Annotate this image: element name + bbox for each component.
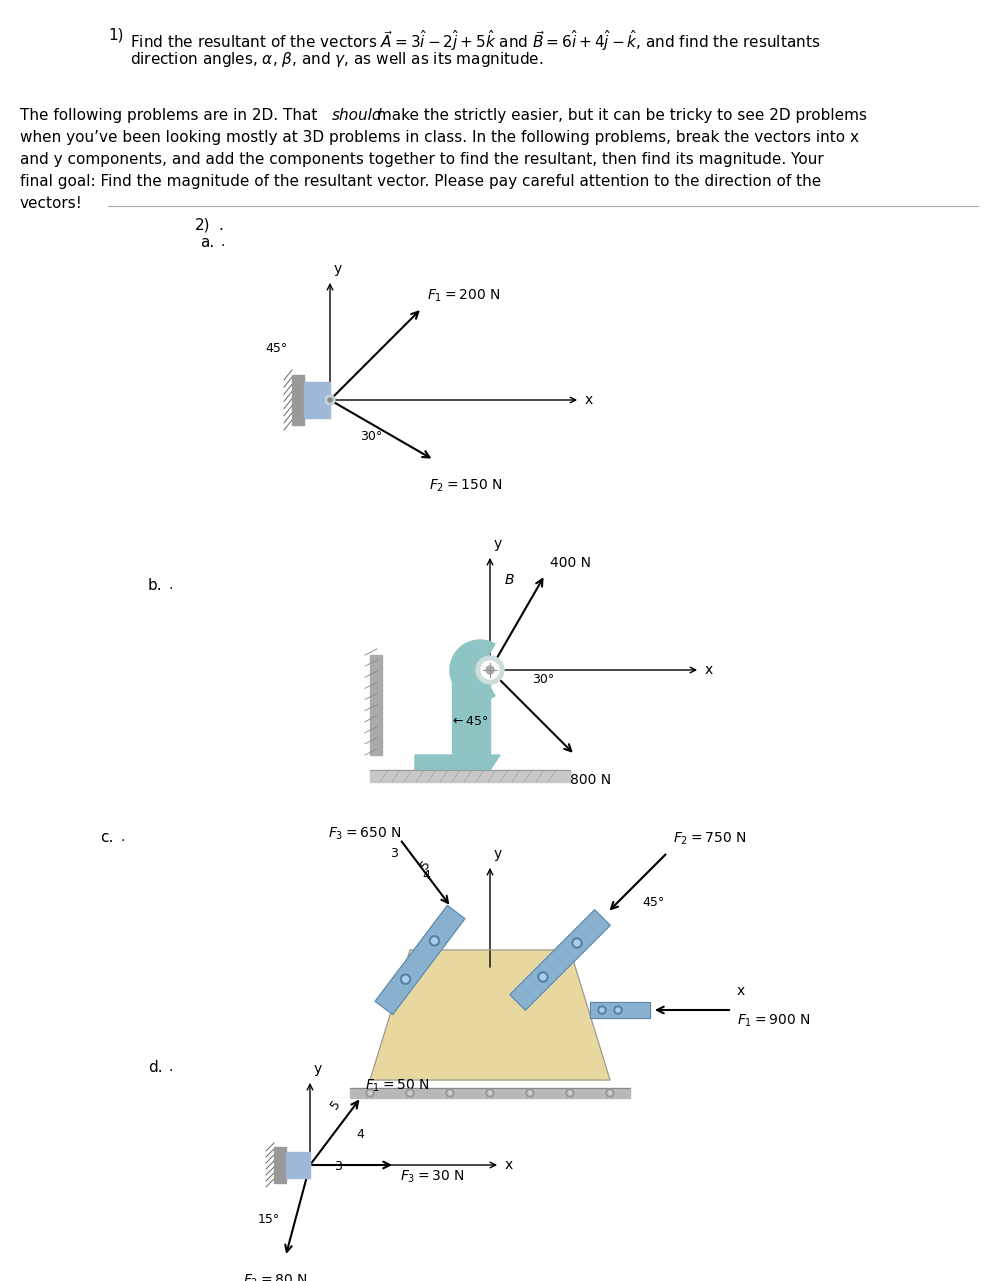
Circle shape	[488, 1091, 492, 1095]
Text: $F_1 = 50$ N: $F_1 = 50$ N	[366, 1077, 430, 1094]
Text: direction angles, $\alpha$, $\beta$, and $\gamma$, as well as its magnitude.: direction angles, $\alpha$, $\beta$, and…	[130, 50, 543, 69]
Text: vectors!: vectors!	[20, 196, 83, 211]
Text: The following problems are in 2D. That: The following problems are in 2D. That	[20, 108, 323, 123]
Text: 3: 3	[334, 1161, 342, 1173]
Circle shape	[368, 1091, 372, 1095]
Bar	[590, 1002, 650, 1018]
Circle shape	[528, 1091, 532, 1095]
Text: c.: c.	[100, 830, 113, 845]
Circle shape	[568, 1091, 572, 1095]
Circle shape	[616, 1008, 620, 1012]
Text: when you’ve been looking mostly at 3D problems in class. In the following proble: when you’ve been looking mostly at 3D pr…	[20, 129, 859, 145]
Text: y: y	[314, 1062, 323, 1076]
Text: $B$: $B$	[504, 573, 515, 587]
Circle shape	[328, 398, 332, 402]
Circle shape	[572, 938, 582, 948]
Circle shape	[574, 940, 580, 947]
Bar	[370, 655, 382, 755]
Bar	[286, 1152, 310, 1179]
Text: a.: a.	[200, 234, 214, 250]
Text: x: x	[705, 664, 713, 676]
Circle shape	[432, 938, 438, 944]
Text: y: y	[494, 537, 502, 551]
Circle shape	[598, 1006, 606, 1015]
Text: make the strictly easier, but it can be tricky to see 2D problems: make the strictly easier, but it can be …	[372, 108, 867, 123]
Bar	[370, 770, 570, 781]
Bar	[350, 1088, 630, 1098]
Text: 400 N: 400 N	[550, 556, 591, 570]
Text: $F_2 = 150$ N: $F_2 = 150$ N	[429, 478, 502, 494]
Text: .: .	[168, 1059, 173, 1073]
Text: 5: 5	[418, 857, 434, 871]
Bar	[452, 670, 490, 755]
Polygon shape	[509, 910, 610, 1011]
Text: $F_2 = 80$ N: $F_2 = 80$ N	[243, 1273, 308, 1281]
Circle shape	[476, 656, 504, 684]
Bar	[292, 375, 304, 425]
Circle shape	[614, 1006, 622, 1015]
Text: 4: 4	[422, 870, 430, 883]
Text: d.: d.	[148, 1059, 163, 1075]
Text: 45°: 45°	[642, 897, 664, 910]
Circle shape	[401, 974, 411, 984]
Text: 45°: 45°	[266, 342, 288, 355]
Text: 2): 2)	[195, 218, 211, 233]
Circle shape	[430, 936, 440, 945]
Text: 30°: 30°	[532, 673, 554, 687]
Circle shape	[606, 1089, 614, 1097]
Text: $F_3 = 650$ N: $F_3 = 650$ N	[328, 826, 402, 843]
Text: Find the resultant of the vectors $\vec{A} = 3\hat{i} - 2\hat{j} + 5\hat{k}$ and: Find the resultant of the vectors $\vec{…	[130, 28, 820, 53]
Text: x: x	[505, 1158, 513, 1172]
Text: 15°: 15°	[258, 1213, 281, 1226]
Polygon shape	[370, 951, 610, 1080]
Text: x: x	[585, 393, 593, 407]
Circle shape	[448, 1091, 452, 1095]
Circle shape	[481, 661, 499, 679]
Text: 5: 5	[328, 1098, 344, 1112]
Circle shape	[408, 1091, 412, 1095]
Text: y: y	[334, 263, 343, 275]
Circle shape	[526, 1089, 534, 1097]
Circle shape	[325, 395, 335, 405]
Circle shape	[540, 974, 546, 980]
Text: 4: 4	[356, 1129, 364, 1141]
Text: 3: 3	[390, 847, 398, 861]
Bar	[274, 1146, 286, 1182]
Text: and y components, and add the components together to find the resultant, then fi: and y components, and add the components…	[20, 152, 824, 167]
Text: x: x	[737, 984, 745, 998]
Text: b.: b.	[148, 578, 163, 593]
Text: $F_3 = 30$ N: $F_3 = 30$ N	[400, 1170, 465, 1185]
Polygon shape	[415, 755, 500, 770]
Text: y: y	[494, 847, 502, 861]
Circle shape	[486, 1089, 494, 1097]
Text: .: .	[220, 234, 225, 249]
Text: 800 N: 800 N	[569, 772, 611, 787]
Circle shape	[608, 1091, 612, 1095]
Bar	[590, 1002, 650, 1018]
Circle shape	[366, 1089, 374, 1097]
Text: $\leftarrow$45°: $\leftarrow$45°	[450, 715, 489, 728]
Circle shape	[538, 972, 548, 983]
Circle shape	[446, 1089, 454, 1097]
Text: 30°: 30°	[360, 430, 383, 443]
Text: .: .	[168, 578, 173, 592]
Text: .: .	[218, 218, 223, 233]
Circle shape	[486, 666, 494, 674]
Circle shape	[406, 1089, 414, 1097]
Circle shape	[566, 1089, 574, 1097]
Text: .: .	[120, 830, 124, 844]
Text: final goal: Find the magnitude of the resultant vector. Please pay careful atten: final goal: Find the magnitude of the re…	[20, 174, 821, 190]
Text: should: should	[332, 108, 383, 123]
Text: $F_2 = 750$ N: $F_2 = 750$ N	[672, 831, 746, 848]
Polygon shape	[375, 906, 465, 1015]
Circle shape	[600, 1008, 604, 1012]
Text: $F_1 = 200$ N: $F_1 = 200$ N	[427, 288, 500, 304]
Circle shape	[403, 976, 409, 983]
Wedge shape	[450, 640, 495, 699]
Text: $F_1 = 900$ N: $F_1 = 900$ N	[737, 1013, 810, 1030]
Bar	[304, 382, 330, 418]
Text: 1): 1)	[108, 28, 124, 44]
